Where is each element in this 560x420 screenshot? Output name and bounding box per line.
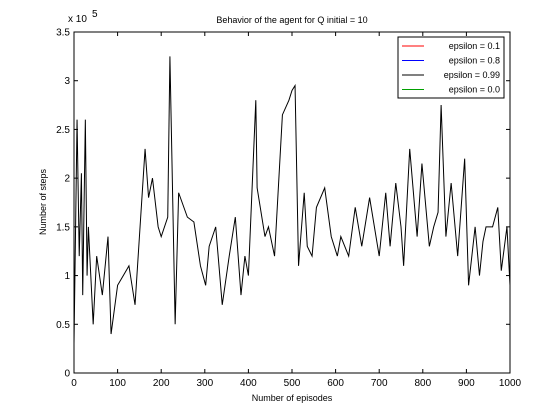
x-tick-label: 100 [109,378,126,389]
x-tick-label: 600 [327,378,344,389]
x-tick-label: 900 [458,378,475,389]
chart-title: Behavior of the agent for Q initial = 10 [216,15,367,25]
legend: epsilon = 0.1 epsilon = 0.8 epsilon = 0.99… [397,36,505,99]
legend-label: epsilon = 0.8 [449,56,500,66]
legend-items: epsilon = 0.1 epsilon = 0.8 epsilon = 0.99… [402,41,500,95]
x-tick-label: 700 [371,378,388,389]
y-tick-label: 0 [64,369,70,380]
y-tick-label: 3 [64,76,70,87]
x-axis: 0 100 200 300 400 500 600 700 800 900 1000 [71,32,522,389]
legend-label: epsilon = 0.1 [449,41,500,51]
y-axis-label: Number of steps [38,168,48,235]
y-exponent-power: 5 [92,9,98,20]
x-tick-label: 500 [284,378,301,389]
x-tick-label: 1000 [499,378,522,389]
x-tick-label: 800 [414,378,431,389]
x-tick-label: 300 [196,378,213,389]
y-tick-label: 2.5 [56,125,70,136]
x-tick-label: 400 [240,378,257,389]
legend-label: epsilon = 0.0 [449,85,500,95]
y-tick-label: 3.5 [56,28,70,39]
y-tick-label: 0.5 [56,320,70,331]
x-tick-label: 0 [71,378,77,389]
y-exponent-label: x 10 [68,14,87,25]
legend-box [397,36,505,99]
x-tick-label: 200 [153,378,170,389]
y-tick-label: 1.5 [56,222,70,233]
y-tick-label: 1 [64,271,70,282]
y-axis: 0 0.5 1 1.5 2 2.5 3 3.5 [56,28,510,380]
y-tick-label: 2 [64,174,70,185]
x-axis-label: Number of episodes [252,393,333,403]
series-line-epsilon-0-99 [73,56,511,344]
legend-label: epsilon = 0.99 [444,70,500,80]
